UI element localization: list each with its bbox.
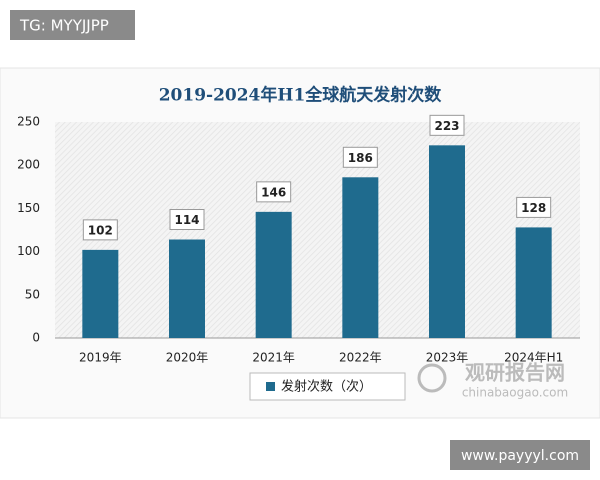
y-tick-label: 50	[25, 287, 40, 301]
chart-title: 2019-2024年H1全球航天发射次数	[159, 85, 443, 106]
watermark-box	[10, 10, 135, 40]
x-tick-label: 2023年	[426, 351, 469, 365]
watermark: 观研报告网	[465, 361, 565, 385]
y-tick-label: 250	[17, 115, 40, 129]
y-tick-label: 200	[17, 158, 40, 172]
value-label-box	[429, 114, 465, 136]
value-label: 146	[261, 185, 286, 199]
value-label: 114	[174, 213, 199, 227]
x-tick-label: 2021年	[252, 351, 295, 365]
value-label: 102	[88, 223, 113, 237]
bar	[169, 239, 205, 338]
value-label-box	[516, 196, 552, 218]
legend	[249, 372, 406, 401]
x-tick-label: 2024年H1	[504, 351, 563, 365]
y-tick-label: 0	[32, 331, 40, 345]
plot-area	[55, 122, 580, 338]
value-label: 186	[348, 151, 373, 165]
watermark: chinabaogao.com	[462, 386, 568, 400]
value-label-box	[169, 209, 205, 231]
value-label-box	[256, 181, 292, 203]
watermark: TG: MYYJJPP	[19, 17, 109, 35]
value-label-box	[342, 146, 378, 168]
x-tick-label: 2022年	[339, 351, 382, 365]
x-tick-label: 2020年	[166, 351, 209, 365]
bar	[255, 211, 292, 338]
value-label-box	[82, 219, 118, 241]
y-tick-label: 150	[17, 201, 40, 215]
y-tick-label: 100	[17, 244, 40, 258]
bar	[429, 145, 465, 338]
legend-swatch	[266, 382, 275, 391]
watermark-box	[450, 440, 590, 470]
watermark-logo	[417, 363, 447, 393]
legend-label: 发射次数（次）	[281, 379, 372, 395]
x-tick-label: 2019年	[79, 351, 122, 365]
watermark: www.payyyl.com	[461, 448, 579, 464]
bar	[82, 249, 119, 338]
value-label: 128	[521, 201, 546, 215]
value-label: 223	[434, 119, 459, 133]
bar	[342, 177, 379, 338]
bar	[515, 227, 552, 338]
